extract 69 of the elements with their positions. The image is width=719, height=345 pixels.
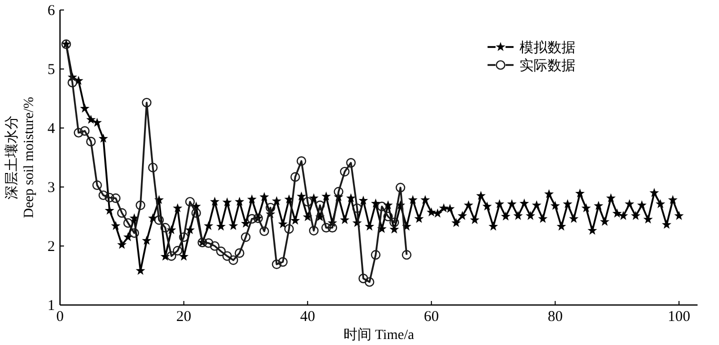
point xyxy=(240,232,250,242)
point xyxy=(210,241,220,251)
point xyxy=(222,251,232,261)
point xyxy=(172,246,182,256)
point xyxy=(204,238,214,248)
x-axis-title: 时间 Time/a xyxy=(343,327,415,343)
point xyxy=(370,250,380,260)
point xyxy=(98,190,108,200)
point xyxy=(396,182,406,192)
y-axis-title: 深层土壤水分 Deep soil moisture/% xyxy=(4,96,37,218)
point xyxy=(284,224,294,234)
point xyxy=(142,98,152,108)
point xyxy=(92,180,102,190)
point xyxy=(346,158,356,168)
point xyxy=(389,218,400,228)
point xyxy=(340,166,350,176)
point xyxy=(86,136,96,146)
point xyxy=(185,196,195,207)
point xyxy=(377,202,387,212)
point xyxy=(334,186,344,197)
x-tick-label: 80 xyxy=(548,309,563,325)
point xyxy=(216,246,226,256)
point xyxy=(383,212,393,222)
point xyxy=(154,215,164,225)
point xyxy=(290,172,300,182)
point xyxy=(278,257,288,267)
point xyxy=(272,259,282,270)
y-tick-label: 5 xyxy=(48,62,55,78)
point xyxy=(321,222,331,233)
point xyxy=(328,222,338,233)
point xyxy=(364,277,374,287)
legend-label: 实际数据 xyxy=(520,58,576,74)
point xyxy=(358,274,368,284)
point xyxy=(266,202,276,212)
point xyxy=(110,193,121,204)
x-tick-label: 100 xyxy=(668,309,690,325)
point xyxy=(68,78,78,88)
point xyxy=(315,200,325,210)
point xyxy=(228,255,238,265)
point xyxy=(234,248,244,258)
x-tick-label: 60 xyxy=(424,309,439,325)
point xyxy=(160,222,170,233)
point xyxy=(80,126,90,136)
point xyxy=(117,208,127,218)
point xyxy=(259,226,270,236)
x-tick-label: 20 xyxy=(176,309,192,325)
point xyxy=(104,192,114,202)
point xyxy=(136,200,146,210)
y-tick-label: 3 xyxy=(48,180,55,196)
point xyxy=(123,218,133,228)
legend-label: 模拟数据 xyxy=(520,40,576,56)
point xyxy=(129,228,140,238)
point xyxy=(179,232,189,242)
point xyxy=(352,203,362,214)
point xyxy=(247,214,257,224)
point xyxy=(148,162,158,172)
y-tick-label: 2 xyxy=(48,239,55,255)
point xyxy=(402,250,412,260)
x-tick-label: 0 xyxy=(56,309,64,325)
point xyxy=(308,226,319,236)
point xyxy=(166,251,176,261)
point xyxy=(74,128,84,138)
point xyxy=(296,156,306,166)
point xyxy=(191,208,201,218)
y-tick-label: 1 xyxy=(48,298,55,314)
y-tick-label: 4 xyxy=(48,121,56,137)
y-tick-label: 6 xyxy=(48,3,56,19)
x-tick-label: 40 xyxy=(300,309,316,325)
point xyxy=(302,196,312,207)
